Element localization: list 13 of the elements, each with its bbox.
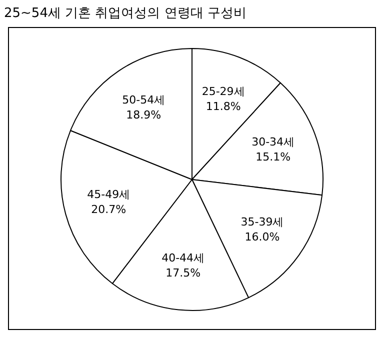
slice-label: 50-54세	[122, 94, 166, 107]
data-label: 18.9%	[126, 108, 162, 122]
slice-label: 30-34세	[252, 135, 295, 148]
data-label: 11.8%	[206, 100, 241, 113]
data-label: 17.5%	[166, 266, 201, 280]
slice-label: 35-39세	[240, 216, 284, 229]
chart-title: 25~54세 기혼 취업여성의 연령대 구성비	[4, 5, 247, 22]
slice-label: 25-29세	[202, 84, 245, 98]
data-label: 20.7%	[91, 203, 126, 216]
slice-label: 45-49세	[87, 188, 130, 202]
data-label: 16.0%	[244, 230, 280, 244]
slice-label: 40-44세	[162, 251, 205, 264]
data-label: 15.1%	[256, 150, 291, 164]
